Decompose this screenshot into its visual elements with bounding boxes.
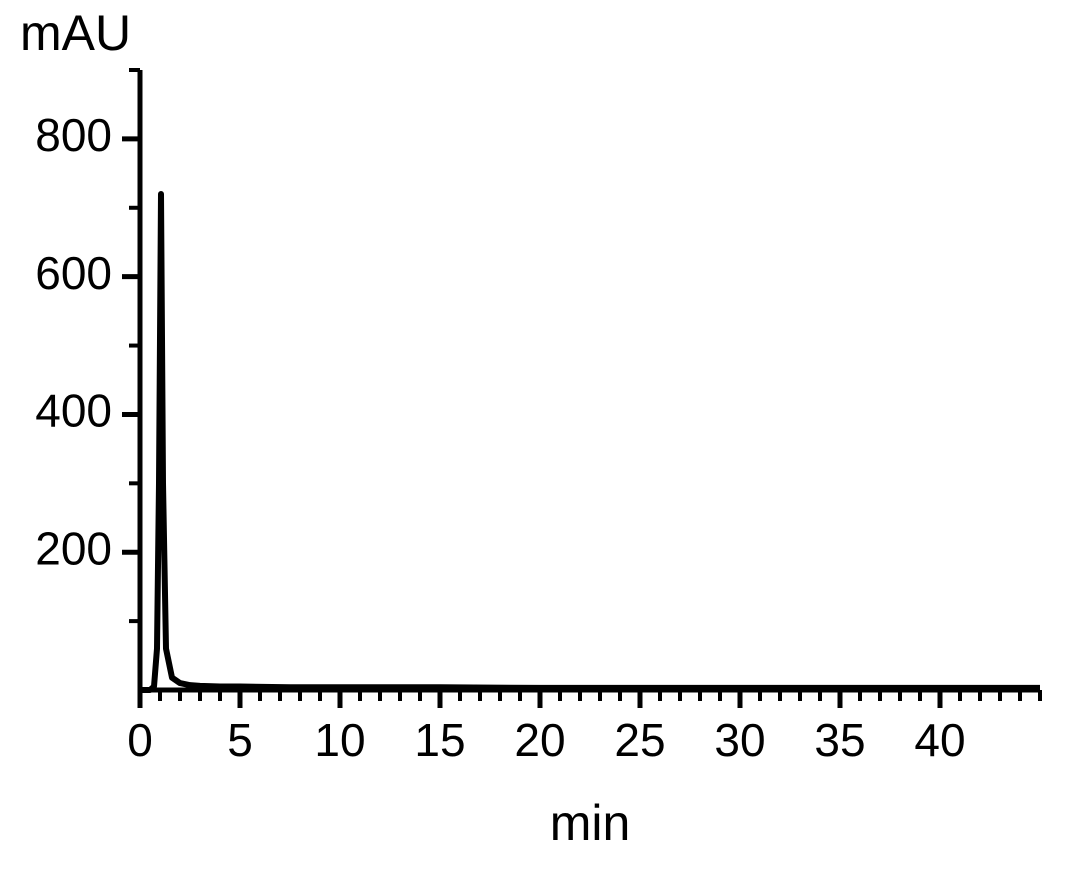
x-tick-label: 40	[914, 714, 965, 766]
x-tick-label: 35	[814, 714, 865, 766]
y-tick-label: 600	[35, 247, 112, 299]
x-tick-label: 0	[127, 714, 153, 766]
x-tick-label: 15	[414, 714, 465, 766]
y-tick-label: 800	[35, 109, 112, 161]
y-tick-label: 400	[35, 385, 112, 437]
x-tick-label: 25	[614, 714, 665, 766]
chart-svg: 200 400 600 800 0 5 10 15 20 25 30 35 40 mAU min	[0, 0, 1065, 881]
x-axis-label: min	[550, 795, 631, 851]
chromatogram-chart: 200 400 600 800 0 5 10 15 20 25 30 35 40 mAU min	[0, 0, 1065, 881]
x-tick-label: 30	[714, 714, 765, 766]
x-tick-label: 5	[227, 714, 253, 766]
x-tick-label: 20	[514, 714, 565, 766]
y-tick-label: 200	[35, 522, 112, 574]
y-axis-label: mAU	[20, 5, 131, 61]
x-tick-label: 10	[314, 714, 365, 766]
